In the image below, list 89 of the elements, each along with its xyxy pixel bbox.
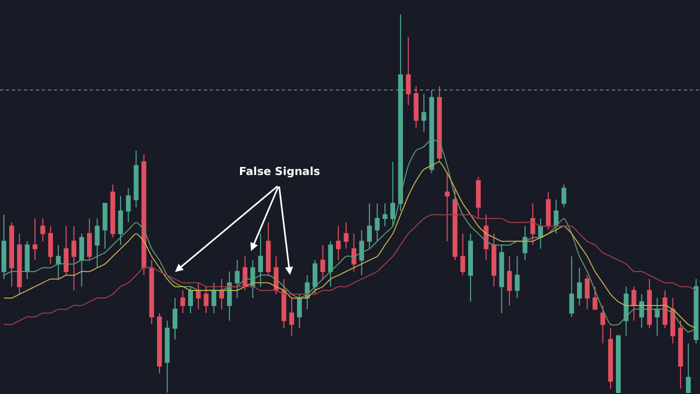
candlestick: [258, 233, 263, 288]
candlestick: [281, 278, 286, 329]
candlestick: [56, 244, 61, 280]
candlestick: [390, 161, 396, 227]
candlestick: [234, 260, 240, 298]
candlestick: [1, 214, 6, 280]
candlestick: [157, 312, 162, 374]
candlestick: [437, 86, 442, 162]
candlestick: [414, 86, 419, 128]
candlestick: [149, 260, 154, 325]
candlestick: [678, 320, 683, 390]
candlestick: [686, 342, 691, 393]
candlestick: [491, 233, 496, 288]
candlestick: [312, 260, 318, 295]
candlestick: [227, 270, 232, 322]
candlestick: [616, 335, 621, 393]
candlestick: [460, 233, 466, 276]
candlestick: [196, 282, 201, 310]
candlestick: [344, 222, 349, 250]
candlestick: [608, 328, 613, 390]
candlestick: [126, 188, 131, 223]
candlestick: [118, 195, 123, 246]
candlestick: [367, 202, 372, 250]
candlestick: [554, 199, 559, 234]
candlestick: [71, 226, 76, 291]
candlestick: [546, 192, 551, 230]
candlestick: [188, 286, 193, 314]
candlestick: [102, 202, 108, 250]
candlestick: [398, 14, 403, 212]
candlestick: [351, 233, 356, 272]
candlestick: [662, 290, 668, 329]
candlestick: [94, 218, 100, 268]
candlestick: [600, 305, 606, 344]
candlestick: [476, 176, 481, 220]
candlestick: [48, 226, 53, 264]
candlestick: [561, 184, 566, 208]
candlestick: [468, 233, 473, 302]
candlestick: [32, 218, 38, 261]
candlestick: [164, 320, 170, 393]
candlestick: [654, 297, 660, 336]
candlestick: [530, 202, 536, 246]
candlestick: [374, 202, 380, 242]
candlestick: [406, 36, 411, 106]
candlestick: [382, 202, 388, 227]
candlestick: [631, 286, 636, 322]
candlestick: [647, 278, 652, 329]
candlestick: [670, 297, 676, 344]
candlestick: [421, 93, 426, 132]
candlestick: [242, 256, 248, 291]
candlestick: [17, 233, 22, 295]
candlestick: [522, 226, 528, 261]
candlestick: [694, 278, 699, 344]
candlestick: [592, 286, 598, 310]
candlestick: [624, 286, 629, 336]
candlestick: [484, 214, 489, 261]
candlestick: [507, 256, 512, 306]
candlestick: [639, 294, 644, 329]
candlestick: [584, 274, 590, 310]
candlestick: [429, 89, 434, 174]
candlestick: [266, 222, 271, 276]
candlestick: [219, 278, 224, 310]
candlestick: [499, 244, 504, 314]
candlestick: [452, 188, 458, 261]
candlestick: [87, 218, 92, 261]
candlestick: [79, 233, 84, 288]
candlestick: [336, 226, 341, 261]
candlestick: [64, 226, 69, 276]
candlestick: [9, 222, 14, 288]
candlestick: [250, 260, 256, 298]
candlestick: [180, 290, 186, 314]
candlestick: [514, 256, 520, 298]
candlestick: [172, 297, 178, 340]
candlestick: [110, 184, 116, 238]
candlestick: [289, 297, 294, 336]
candlestick: [141, 154, 146, 276]
candlestick: [204, 286, 209, 314]
candlestick: [569, 256, 574, 318]
candlestick: [320, 244, 326, 280]
candlestick: [40, 218, 46, 242]
candlestick: [134, 150, 139, 208]
candlestick: [211, 282, 216, 314]
annotation: False Signals: [239, 165, 320, 178]
candlestick: [359, 229, 364, 276]
candlestick: [297, 294, 302, 329]
candlestick: [328, 240, 333, 288]
candlestick: [538, 218, 543, 250]
candlestick: [444, 172, 450, 242]
candlestick: [577, 267, 582, 306]
candlestick: [24, 240, 30, 280]
